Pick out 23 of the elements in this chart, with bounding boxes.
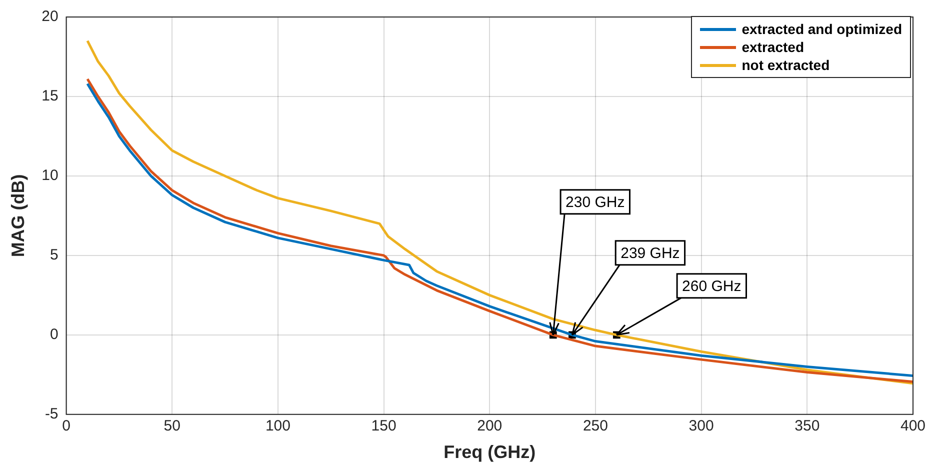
x-tick-label: 100 [265, 418, 290, 435]
annotation: 230 GHz [566, 194, 625, 212]
y-tick-label: 20 [42, 8, 58, 26]
x-tick-label: 200 [477, 418, 502, 435]
x-tick-label: 300 [688, 418, 714, 435]
x-tick-label: 150 [371, 418, 396, 435]
legend-label: extracted [742, 39, 804, 55]
x-tick-label: 400 [900, 418, 926, 435]
y-tick-label: 10 [42, 167, 58, 184]
x-tick-label: 250 [582, 418, 608, 435]
y-axis-title: MAG (dB) [8, 174, 28, 258]
legend-label: extracted and optimized [742, 21, 902, 37]
x-tick-label: 350 [794, 418, 820, 435]
y-tick-label: -5 [44, 406, 58, 423]
x-tick-label: 50 [164, 418, 180, 435]
x-axis-title: Freq (GHz) [444, 442, 536, 462]
x-tick-label: 0 [62, 418, 70, 435]
legend-label: not extracted [742, 57, 830, 73]
y-tick-label: 5 [50, 246, 58, 264]
annotation: 239 GHz [620, 245, 680, 262]
y-tick-label: 0 [50, 326, 58, 344]
annotation: 260 GHz [682, 278, 742, 296]
y-tick-label: 15 [42, 88, 58, 105]
